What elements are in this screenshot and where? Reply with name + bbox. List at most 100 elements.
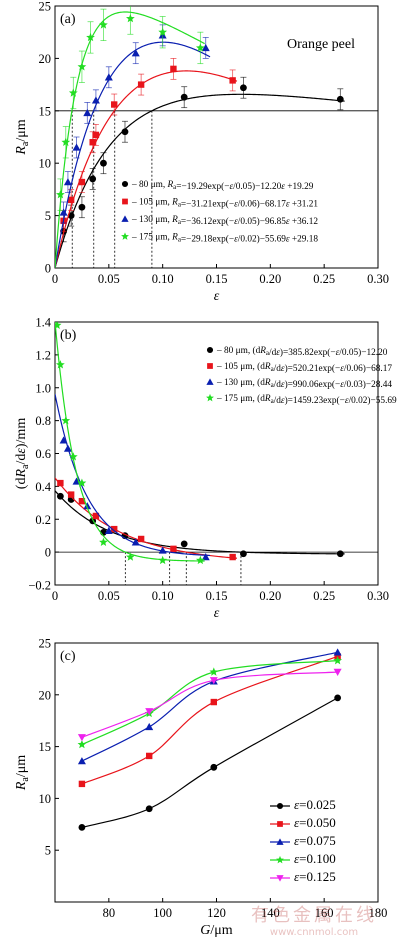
data-point <box>92 131 100 139</box>
legend-text: 130 μm, (d <box>224 377 265 388</box>
data-point <box>336 550 344 558</box>
data-point <box>83 108 92 117</box>
x-tick-label: 0.30 <box>367 589 389 603</box>
data-point <box>78 178 86 186</box>
data-point <box>92 512 100 520</box>
legend-marker <box>121 232 129 240</box>
x-tick-label: 0.05 <box>98 272 120 286</box>
series-2 <box>77 648 342 765</box>
data-point <box>334 694 342 702</box>
panel-annotation: Orange peel <box>287 37 355 52</box>
legend-subscript: a <box>271 397 275 405</box>
fit-curve <box>55 41 211 268</box>
legend-marker <box>121 215 129 222</box>
data-point <box>78 203 86 211</box>
x-tick-label: 0.10 <box>152 589 174 603</box>
data-point <box>209 677 218 685</box>
data-point <box>145 708 154 716</box>
legend-symbol: R <box>171 215 178 225</box>
data-point <box>336 95 344 103</box>
x-tick-label: 0.15 <box>206 589 228 603</box>
y-tick-label: 10 <box>39 792 52 806</box>
y-tick-label: −0.2 <box>28 579 51 593</box>
data-point <box>201 43 210 52</box>
data-point <box>91 96 100 104</box>
y-axis-subscript: a <box>20 464 31 469</box>
data-point <box>146 752 153 760</box>
y-tick-label: 5 <box>45 209 51 223</box>
y-axis-label: Ra/μm <box>14 119 31 155</box>
panel-label: (a) <box>60 12 76 27</box>
x-tick-label: 0.20 <box>259 589 281 603</box>
x-axis-symbol: ε <box>214 289 220 304</box>
y-axis-subscript: a <box>20 141 31 146</box>
legend-text: /0.06)−68.17 <box>238 199 286 210</box>
legend-text: 175 μm, <box>139 233 172 243</box>
data-point <box>56 492 64 500</box>
legend-text: 105 μm, <box>139 198 172 208</box>
data-point <box>78 780 86 788</box>
legend-text: /d <box>269 348 277 358</box>
data-point <box>210 698 218 706</box>
y-axis-label: Ra/μm <box>14 755 31 791</box>
y-axis-subscript: a <box>20 777 31 782</box>
y-tick-label: 20 <box>39 52 52 66</box>
80 μm, (dRa/dε)=385.82exp(−ε/0.05)−12.20: – 80 μm, (dRa/dε)=385.82exp(−ε/0.05)−12.… <box>216 345 388 358</box>
legend-subscript: a <box>178 201 182 209</box>
legend-marker <box>206 346 214 354</box>
y-tick-label: 15 <box>39 740 52 754</box>
legend-dash: – <box>131 198 139 208</box>
y-tick-label: 0.4 <box>35 480 51 494</box>
chart-panel-0: 0 0.05 0.10 0.15 0.20 0.25 0.30 0 5 10 15 20 25 ε Ra/μ… <box>14 0 389 304</box>
legend-dash: – <box>131 215 139 225</box>
legend-symbol: R <box>171 198 178 208</box>
data-point <box>67 491 75 498</box>
data-point <box>78 497 86 505</box>
legend-symbol: ε <box>340 364 344 374</box>
data-point <box>83 502 92 510</box>
105 μm, Ra=−31.21exp(−ε/0.06)−68.17ε +31.21: – 105 μm, Ra=−31.21exp(−ε/0.06)−68.17ε +… <box>131 198 318 210</box>
x-tick-label: 0.05 <box>98 589 120 603</box>
legend-symbol: ε <box>286 217 290 227</box>
legend-symbol: ε <box>294 833 300 848</box>
legend-text: /d <box>274 396 282 406</box>
data-point <box>77 62 87 71</box>
x-tick-label: 100 <box>153 906 172 920</box>
data-point <box>170 65 177 73</box>
legend-dash: – <box>216 346 224 356</box>
data-point <box>229 77 236 84</box>
data-point <box>170 545 177 553</box>
legend-subscript: a <box>178 236 182 244</box>
legend-marker <box>206 393 214 402</box>
data-point <box>201 553 210 561</box>
series-1 <box>55 477 238 561</box>
y-axis-symbol: R <box>14 469 29 479</box>
fit-curve <box>81 655 338 785</box>
x-tick-label: 0.25 <box>313 272 335 286</box>
data-point <box>121 128 129 136</box>
legend-text: /0.03)−28.44 <box>344 379 392 390</box>
y-axis-text: (d <box>14 478 29 490</box>
legend-text: )=990.06exp(− <box>285 379 341 390</box>
y-tick-label: 0 <box>45 546 51 560</box>
y-tick-label: 25 <box>39 637 52 651</box>
legend-dash: – <box>131 180 139 190</box>
legend-text: =0.100 <box>299 851 336 866</box>
175 μm, Ra=−29.18exp(−ε/0.02)−55.69ε +29.18: – 175 μm, Ra=−29.18exp(−ε/0.02)−55.69ε +… <box>131 233 318 245</box>
legend-text: +29.18 <box>290 235 319 245</box>
legend-text: /0.06)−68.17 <box>344 363 392 374</box>
legend-symbol: ε <box>234 200 238 210</box>
legend-symbol: ε <box>336 348 340 358</box>
x-tick-label: 180 <box>369 906 388 920</box>
legend-text: /0.02)−55.69 <box>349 395 397 406</box>
legend-dash: – <box>131 233 139 243</box>
y-tick-label: 20 <box>39 688 52 702</box>
series-4 <box>77 668 342 742</box>
data-point <box>72 143 81 151</box>
data-point <box>209 667 219 676</box>
legend-text: =−31.21exp(− <box>181 199 234 210</box>
legend-text: 130 μm, <box>139 215 172 225</box>
data-point <box>158 27 168 36</box>
130 μm, (dRa/dε)=990.06exp(−ε/0.03)−28.44: – 130 μm, (dRa/dε)=990.06exp(−ε/0.03)−28… <box>216 377 392 390</box>
